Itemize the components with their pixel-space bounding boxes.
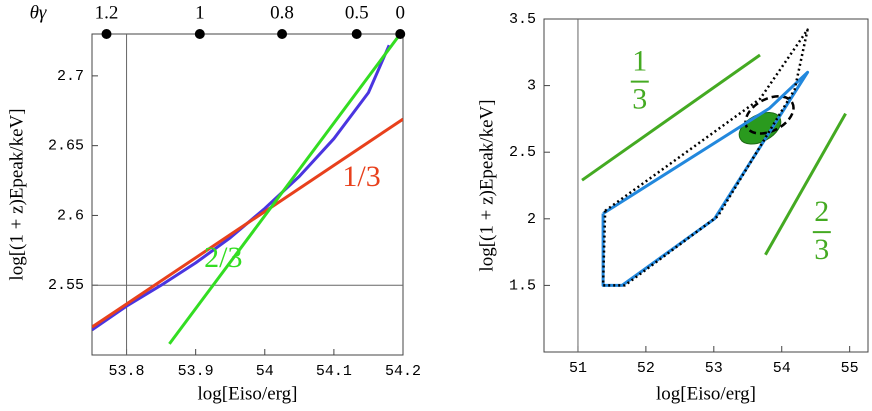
- annotation-numerator: 2: [814, 195, 829, 228]
- x-axis-label: log[Eiso/erg]: [198, 383, 298, 404]
- y-tick-label: 3: [527, 78, 536, 95]
- y-axis-label: log[(1 + z)Epeak/keV]: [6, 108, 27, 280]
- x-tick-label: 54.1: [316, 363, 352, 380]
- ellipse: [744, 95, 795, 135]
- y-tick-label: 1.5: [509, 277, 536, 294]
- series-line: [764, 112, 847, 256]
- x-tick-label: 53.8: [109, 363, 145, 380]
- top-axis-dot: [395, 29, 406, 39]
- x-tick-label: 54.2: [385, 363, 421, 380]
- x-axis-label: log[Eiso/erg]: [656, 383, 756, 404]
- annotation: 1/3: [342, 160, 380, 193]
- top-axis-label: 0.5: [345, 2, 369, 23]
- x-tick-label: 52: [637, 360, 655, 377]
- plot-frame: [543, 18, 869, 353]
- top-axis-dot: [351, 29, 362, 39]
- y-tick-label: 2.55: [48, 277, 84, 294]
- series-line: [92, 117, 403, 329]
- y-axis-label: log[(1 + z)Epeak/keV]: [476, 99, 497, 271]
- series-line: [601, 28, 809, 287]
- series-line: [168, 34, 402, 345]
- y-tick-label: 3.5: [509, 11, 536, 28]
- top-axis-title: θγ: [30, 2, 47, 23]
- annotation-denominator: 3: [814, 233, 829, 266]
- y-tick-label: 2.7: [57, 68, 84, 85]
- top-axis-label: 0: [395, 2, 405, 23]
- top-axis-dot: [194, 29, 205, 39]
- top-axis-label: 0.8: [270, 2, 294, 23]
- y-tick-label: 2: [527, 211, 536, 228]
- x-tick-label: 53.9: [178, 363, 214, 380]
- x-tick-label: 53: [705, 360, 723, 377]
- top-axis-label: 1.2: [95, 2, 119, 23]
- series-line: [601, 70, 810, 287]
- x-tick-label: 55: [841, 360, 859, 377]
- x-tick-label: 54: [256, 363, 274, 380]
- y-tick-label: 2.5: [509, 144, 536, 161]
- top-axis-label: 1: [195, 2, 205, 23]
- top-axis-dot: [101, 29, 112, 39]
- x-tick-label: 51: [569, 360, 587, 377]
- annotation-denominator: 3: [632, 82, 647, 115]
- y-tick-label: 2.65: [48, 138, 84, 155]
- annotation-numerator: 1: [632, 44, 647, 77]
- x-tick-label: 54: [773, 360, 791, 377]
- series-line: [581, 53, 761, 182]
- y-tick-label: 2.6: [57, 207, 84, 224]
- plot-frame: [91, 33, 404, 356]
- annotation: 2/3: [204, 241, 242, 274]
- top-axis-dot: [277, 29, 288, 39]
